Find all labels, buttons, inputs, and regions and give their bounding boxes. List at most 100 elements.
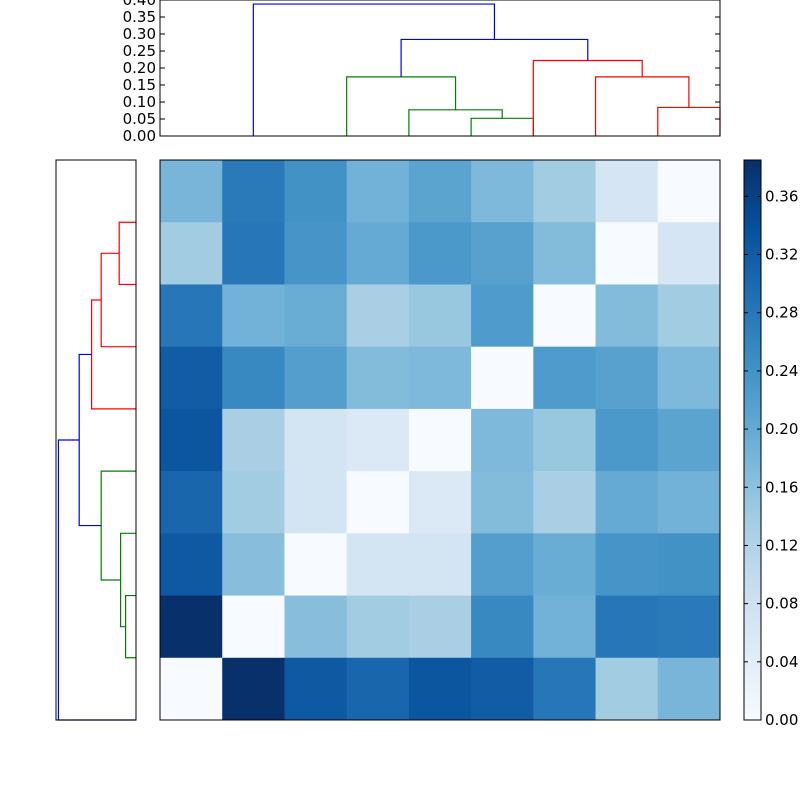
heatmap-cell	[471, 471, 534, 534]
colorbar-tick-label: 0.08	[765, 595, 798, 613]
heatmap-cell	[533, 471, 597, 534]
heatmap-cell	[222, 533, 285, 597]
colorbar-bar	[744, 160, 761, 720]
left-dendrogram-link	[100, 470, 136, 581]
heatmap-cell	[284, 222, 348, 285]
heatmap-cell	[471, 346, 534, 410]
left-dendrogram-frame	[55, 159, 137, 721]
heatmap-cell	[346, 471, 410, 534]
heatmap-cell	[657, 408, 721, 472]
heatmap-cell	[222, 657, 285, 721]
heatmap-cell	[160, 346, 223, 410]
heatmap-cell	[160, 408, 223, 472]
heatmap-cell	[533, 222, 597, 285]
heatmap-cell	[222, 346, 285, 410]
heatmap-panel	[159, 159, 721, 721]
heatmap-cell	[284, 284, 348, 348]
heatmap-cell	[222, 471, 285, 534]
heatmap-cell	[408, 284, 472, 348]
colorbar-tick-label: 0.00	[765, 711, 798, 729]
heatmap-cell	[595, 222, 659, 285]
top-dendrogram-tick-label: 0.10	[123, 93, 156, 111]
heatmap-cell	[471, 657, 534, 721]
left-dendrogram-panel	[55, 159, 137, 721]
heatmap-cell	[533, 408, 597, 472]
left-dendrogram-link	[90, 299, 136, 410]
heatmap-cell	[222, 284, 285, 348]
heatmap-cell	[657, 595, 721, 659]
heatmap-cell	[471, 533, 534, 597]
heatmap-cell	[346, 533, 410, 597]
heatmap-cell	[284, 657, 348, 721]
colorbar-tick-label: 0.16	[765, 478, 798, 496]
top-dendrogram-link	[532, 59, 643, 136]
heatmap-cell	[657, 533, 721, 597]
heatmap-cell	[284, 408, 348, 472]
heatmap-cell	[284, 533, 348, 597]
heatmap-cell	[408, 471, 472, 534]
heatmap-cell	[160, 160, 223, 223]
colorbar-panel: 0.00 0.04 0.08 0.12 0.16 0.20 0.24 0.28 0.32 0.36	[743, 159, 798, 729]
heatmap-cell	[657, 471, 721, 534]
heatmap-cell	[595, 533, 659, 597]
heatmap-cell	[160, 657, 223, 721]
heatmap-cell	[408, 408, 472, 472]
colorbar-frame	[743, 159, 762, 721]
colorbar-tick-label: 0.12	[765, 536, 798, 554]
heatmap-cell	[408, 657, 472, 721]
top-dendrogram-link	[346, 76, 457, 136]
heatmap-cell	[657, 346, 721, 410]
heatmap-cell	[222, 160, 285, 223]
top-dendrogram-panel: 0.000.050.100.150.200.250.300.350.40	[123, 0, 721, 145]
top-dendrogram-link	[408, 109, 503, 136]
heatmap-cell	[284, 595, 348, 659]
heatmap-cell	[346, 284, 410, 348]
heatmap-cell	[160, 533, 223, 597]
heatmap-cell	[160, 284, 223, 348]
left-dendrogram-link	[118, 221, 136, 286]
heatmap-frame	[159, 159, 721, 721]
heatmap-cell	[408, 222, 472, 285]
top-dendrogram-tick-label: 0.35	[123, 8, 156, 26]
heatmap-cell	[533, 160, 597, 223]
heatmap-cell	[533, 284, 597, 348]
heatmap-cell	[657, 160, 721, 223]
heatmap-cell	[471, 595, 534, 659]
heatmap-cell	[408, 595, 472, 659]
heatmap-cell	[408, 346, 472, 410]
heatmap-cell	[160, 595, 223, 659]
heatmap-cell	[284, 471, 348, 534]
top-dendrogram-tick-label: 0.30	[123, 25, 156, 43]
heatmap-cell	[284, 346, 348, 410]
top-dendrogram-link	[657, 106, 721, 136]
heatmap-cell	[160, 222, 223, 285]
heatmap-cell	[222, 408, 285, 472]
top-dendrogram-tick-label: 0.15	[123, 76, 156, 94]
heatmap-cell	[346, 346, 410, 410]
heatmap-cell	[657, 284, 721, 348]
heatmap-cell	[222, 222, 285, 285]
top-dendrogram-tick-label: 0.05	[123, 110, 156, 128]
heatmap-cell	[533, 657, 597, 721]
heatmap-cell	[657, 222, 721, 285]
heatmap-cell	[471, 160, 534, 223]
heatmap-cell	[346, 595, 410, 659]
heatmap-cell	[346, 408, 410, 472]
heatmap-cell	[408, 533, 472, 597]
colorbar-tick-label: 0.28	[765, 304, 798, 322]
left-dendrogram-link	[124, 594, 136, 659]
heatmap-cell	[471, 222, 534, 285]
heatmap-cell	[408, 160, 472, 223]
colorbar-tick-label: 0.04	[765, 653, 798, 671]
top-dendrogram-tick-label: 0.25	[123, 42, 156, 60]
heatmap-cell	[160, 471, 223, 534]
left-dendrogram-link	[119, 532, 136, 628]
heatmap-cell	[533, 346, 597, 410]
colorbar-tick-label: 0.24	[765, 362, 798, 380]
heatmap-cell	[471, 408, 534, 472]
top-dendrogram-tick-label: 0.20	[123, 59, 156, 77]
top-dendrogram-link	[594, 76, 690, 136]
top-dendrogram-link	[470, 117, 534, 136]
left-dendrogram-link	[57, 439, 136, 721]
